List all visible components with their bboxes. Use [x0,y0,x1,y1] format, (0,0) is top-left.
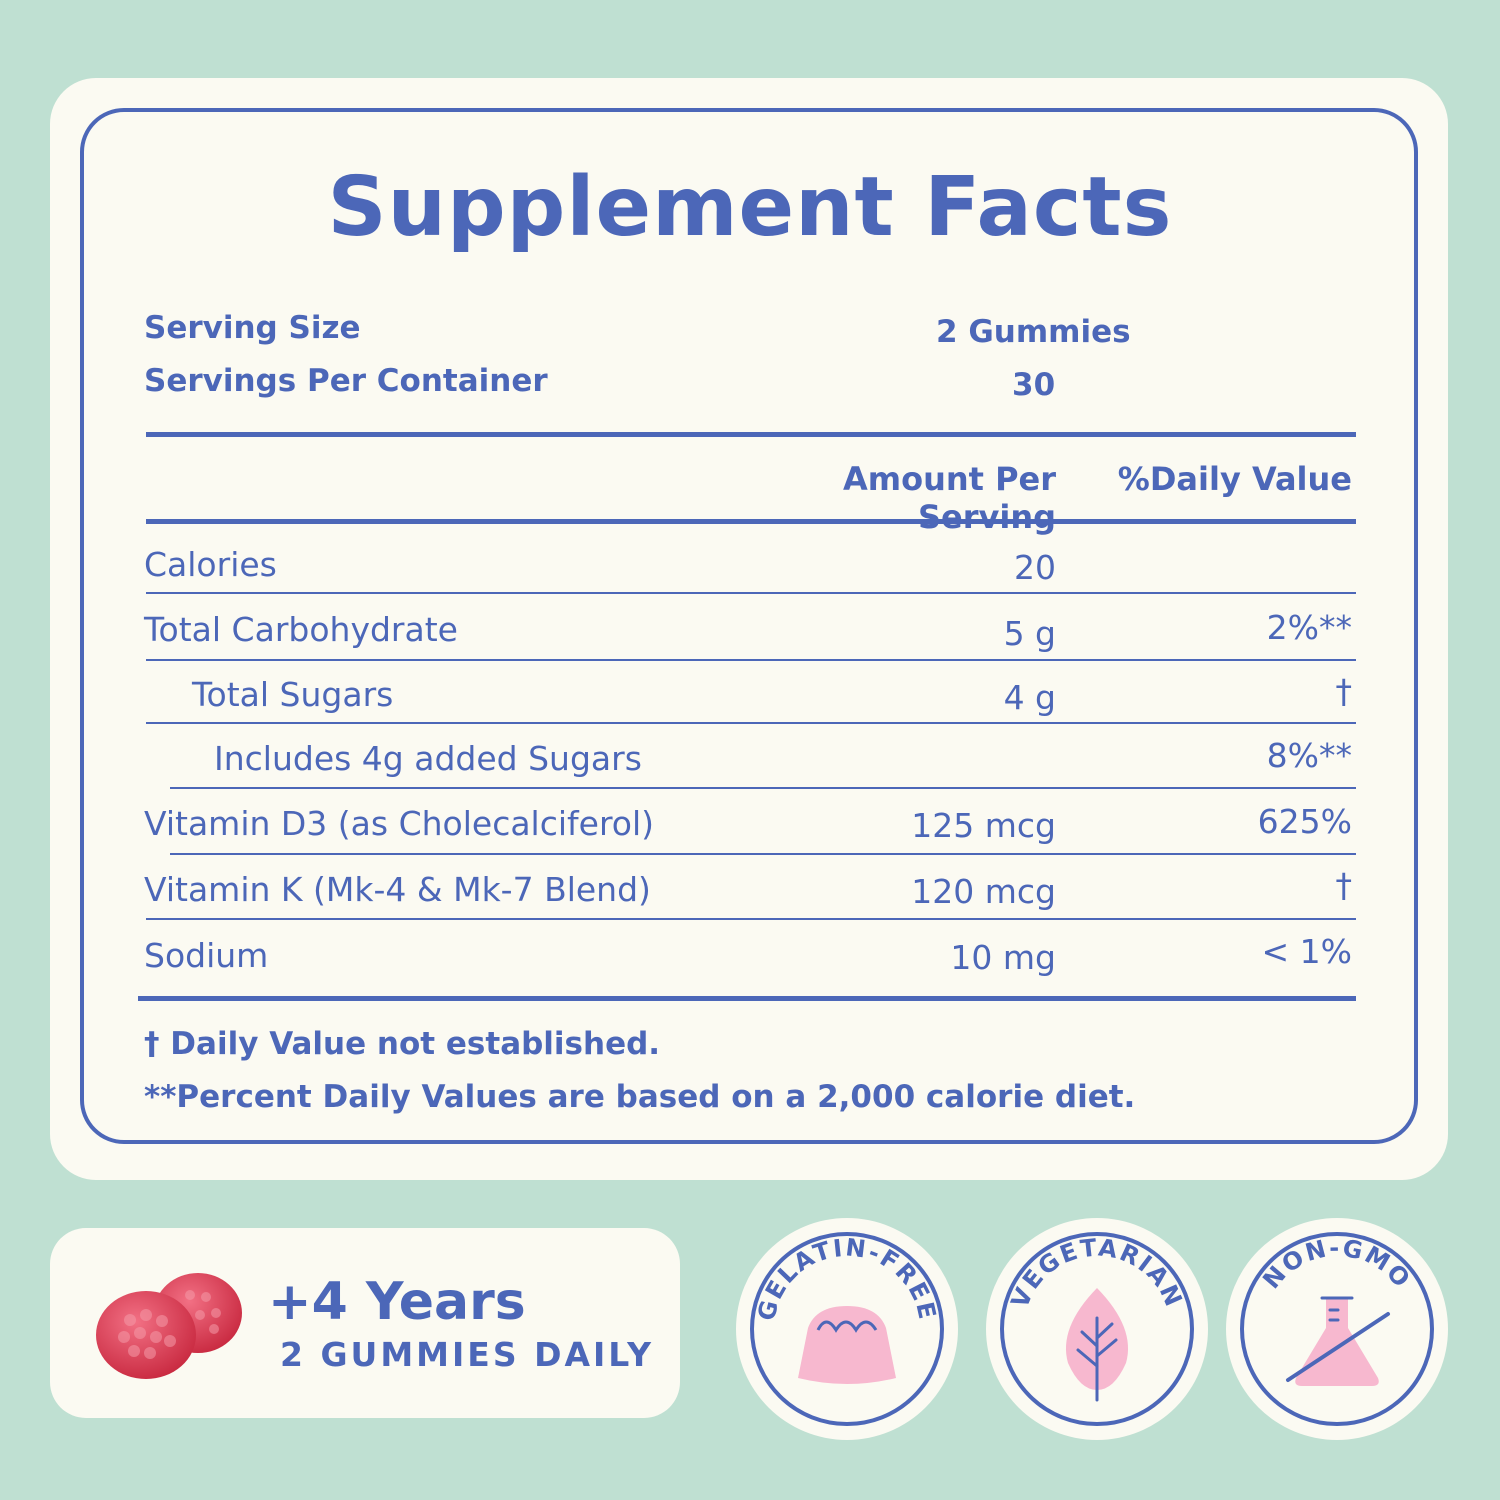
divider [146,432,1356,437]
nutrient-daily-value: † [1335,866,1353,905]
footnote-percent: **Percent Daily Values are based on a 2,… [144,1079,1136,1115]
page-title: Supplement Facts [327,160,1173,255]
row-divider [146,722,1356,724]
nutrient-amount: 10 mg [950,938,1056,977]
amount-per-serving-header: Amount Per Serving [842,460,1056,536]
jelly-icon [798,1306,896,1384]
servings-per-container-label: Servings Per Container [144,363,548,399]
nutrient-name: Includes 4g added Sugars [214,739,642,778]
daily-value-header: %Daily Value [1117,460,1352,498]
nutrient-daily-value: 625% [1257,802,1352,841]
badge-non-gmo: NON-GMO [1226,1218,1448,1440]
row-divider [146,918,1356,920]
badge-label: NON-GMO [1257,1234,1414,1294]
nutrient-name: Sodium [144,936,269,975]
age-label: +4 Years [268,1272,526,1332]
row-divider [146,659,1356,661]
nutrient-name: Calories [144,545,277,584]
nutrient-amount: 5 g [1003,614,1056,653]
servings-per-container-value: 30 [1012,367,1056,403]
flask-crossed-icon [1286,1296,1390,1386]
nutrient-name: Vitamin D3 (as Cholecalciferol) [144,804,655,843]
nutrient-daily-value: 8%** [1266,736,1352,775]
dosage-label: 2 GUMMIES DAILY [280,1335,655,1374]
nutrient-name: Total Carbohydrate [144,610,458,649]
nutrient-daily-value: < 1% [1261,932,1353,971]
supplement-facts-border [80,108,1418,1144]
nutrient-amount: 20 [1014,548,1056,587]
divider [138,996,1356,1001]
serving-size-value: 2 Gummies [936,314,1131,350]
badge-vegetarian: VEGETARIAN [986,1218,1208,1440]
nutrient-amount: 4 g [1003,678,1056,717]
gummies-image [96,1273,242,1379]
nutrient-amount: 125 mcg [911,806,1056,845]
nutrient-name: Total Sugars [192,675,394,714]
nutrient-amount: 120 mcg [911,872,1056,911]
divider [146,519,1356,524]
leaf-icon [1065,1288,1129,1402]
row-divider [170,787,1356,789]
row-divider [146,592,1356,594]
nutrient-daily-value: 2%** [1266,608,1352,647]
footnote-daily-value: † Daily Value not established. [144,1026,661,1062]
svg-text:NON-GMO: NON-GMO [1257,1234,1416,1294]
badge-gelatin-free: GELATIN-FREE [736,1218,958,1440]
nutrient-name: Vitamin K (Mk-4 & Mk-7 Blend) [144,870,651,909]
nutrient-daily-value: † [1335,672,1353,711]
serving-size-label: Serving Size [144,310,361,346]
row-divider [170,853,1356,855]
